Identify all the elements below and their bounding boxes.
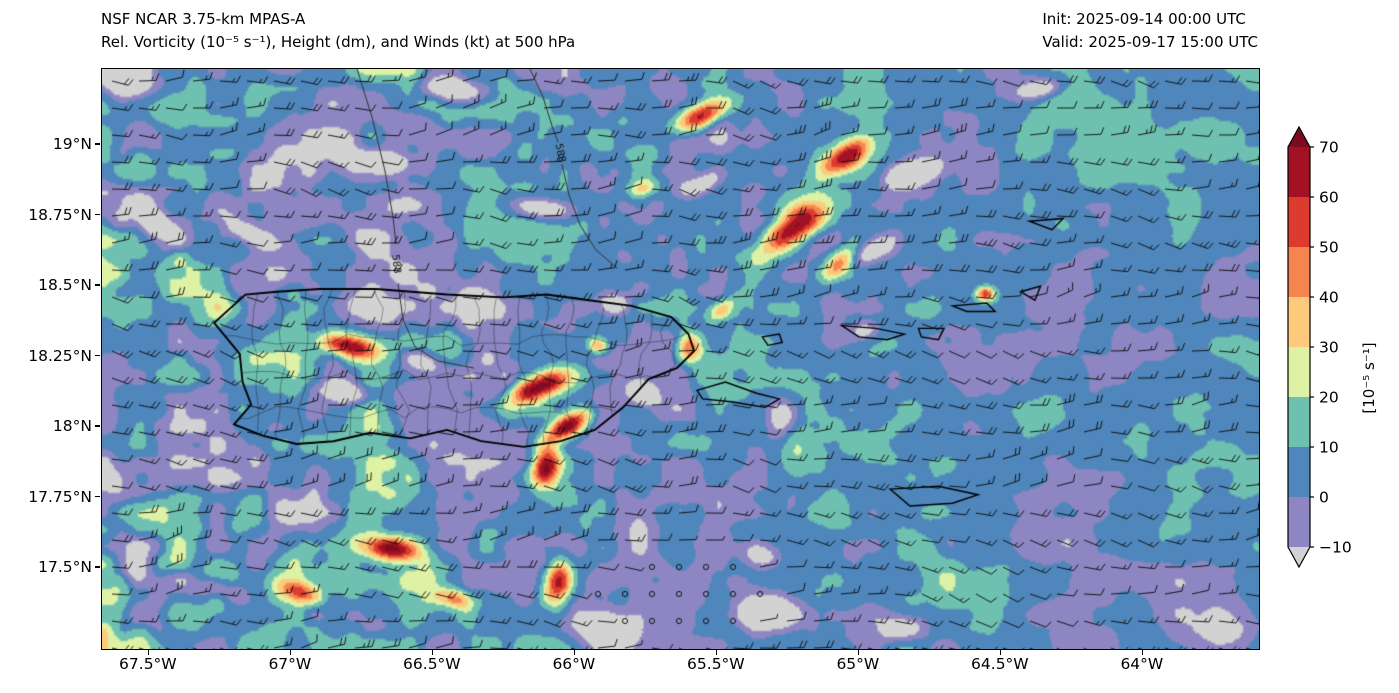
colorbar-tick-label: 60 [1319, 189, 1339, 207]
x-tick-label: 67°W [268, 655, 312, 673]
colorbar-tick-label: 40 [1319, 289, 1339, 307]
colorbar-segment [1288, 197, 1310, 247]
y-tick-mark [95, 495, 100, 498]
variable-title: Rel. Vorticity (10⁻⁵ s⁻¹), Height (dm), … [101, 33, 576, 51]
colorbar-segment [1288, 147, 1310, 197]
y-tick-label: 18.25°N [28, 346, 92, 365]
x-tick-mark [147, 649, 150, 655]
x-tick-label: 67.5°W [119, 655, 177, 673]
x-tick-label: 65°W [836, 655, 880, 673]
colorbar-tick-label: 50 [1319, 239, 1339, 257]
y-tick-label: 17.75°N [28, 487, 92, 506]
y-tick-mark [95, 143, 100, 145]
colorbar-over-arrow [1288, 127, 1310, 147]
map-plot [101, 68, 1260, 650]
x-tick-label: 66.5°W [403, 655, 461, 673]
y-tick-mark [95, 354, 100, 357]
colorbar-segment [1288, 497, 1310, 547]
x-tick-label: 64.5°W [971, 655, 1029, 673]
x-tick-mark [999, 649, 1002, 655]
colorbar-tick-label: 0 [1319, 489, 1329, 507]
x-tick-mark [573, 649, 576, 655]
colorbar-tick-label: 20 [1319, 389, 1339, 407]
colorbar-unit-label: [10⁻⁵ s⁻¹] [1360, 342, 1378, 414]
y-tick-mark [95, 213, 100, 216]
colorbar-under-arrow [1288, 547, 1310, 567]
x-tick-label: 64°W [1120, 655, 1164, 673]
x-tick-mark [715, 649, 718, 655]
colorbar-segment [1288, 397, 1310, 447]
map-canvas [102, 69, 1259, 649]
colorbar-tick-label: 10 [1319, 439, 1339, 457]
y-tick-mark [95, 284, 100, 286]
colorbar-segment [1288, 347, 1310, 397]
colorbar-segment [1288, 247, 1310, 297]
valid-time-label: Valid: 2025-09-17 15:00 UTC [1042, 33, 1258, 51]
x-tick-mark [289, 649, 292, 655]
y-tick-mark [95, 425, 100, 427]
init-time-label: Init: 2025-09-14 00:00 UTC [1042, 10, 1246, 28]
colorbar-segment [1288, 447, 1310, 497]
y-tick-label: 17.5°N [38, 558, 92, 577]
x-tick-mark [431, 649, 434, 655]
title-block: NSF NCAR 3.75-km MPAS-A Rel. Vorticity (… [101, 8, 575, 54]
colorbar-tick-label: −10 [1319, 539, 1352, 557]
y-tick-mark [95, 566, 100, 568]
x-tick-mark [857, 649, 860, 655]
run-info-block: Init: 2025-09-14 00:00 UTC Valid: 2025-0… [1042, 8, 1258, 54]
colorbar-tick-label: 70 [1319, 139, 1339, 157]
y-tick-label: 18.5°N [38, 276, 92, 295]
x-tick-label: 66°W [552, 655, 596, 673]
y-tick-label: 18.75°N [28, 205, 92, 224]
model-title: NSF NCAR 3.75-km MPAS-A [101, 10, 306, 28]
x-tick-label: 65.5°W [687, 655, 745, 673]
colorbar: 70 60 50 40 30 20 10 0 −10 [1287, 125, 1352, 569]
colorbar-tick-label: 30 [1319, 339, 1339, 357]
y-tick-label: 19°N [52, 135, 92, 154]
x-tick-mark [1141, 649, 1144, 655]
y-tick-label: 18°N [52, 417, 92, 436]
colorbar-segment [1288, 297, 1310, 347]
